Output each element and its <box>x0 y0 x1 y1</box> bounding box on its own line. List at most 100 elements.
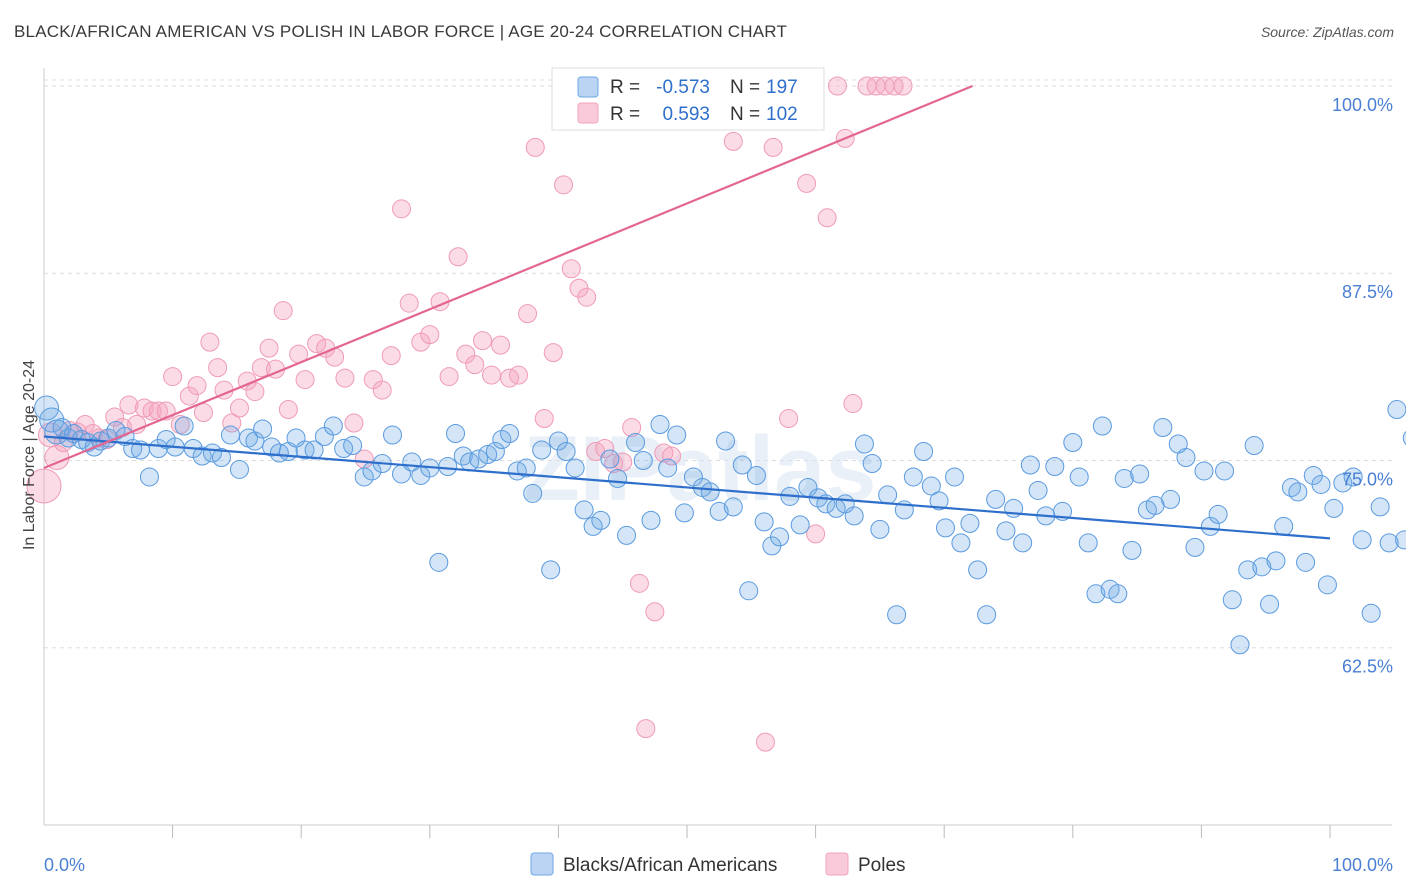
stats-blue-n-label: N = <box>730 77 760 98</box>
poles-point <box>273 301 293 321</box>
legend-pink-label: Poles <box>858 855 906 876</box>
poles-point <box>525 137 545 157</box>
blacks-point <box>1266 551 1286 571</box>
poles-point <box>307 334 327 354</box>
blacks-point <box>608 468 628 488</box>
blacks-point <box>977 605 997 625</box>
poles-point <box>163 367 183 387</box>
poles-point <box>193 403 213 423</box>
y-tick-label: 75.0% <box>1342 469 1393 489</box>
poles-point <box>465 355 485 375</box>
blacks-point <box>929 491 949 511</box>
blacks-point <box>516 458 536 478</box>
blacks-point <box>1028 480 1048 500</box>
blacks-point <box>658 458 678 478</box>
blacks-point <box>1161 489 1181 509</box>
blacks-point <box>626 433 646 453</box>
blacks-point <box>1260 594 1280 614</box>
blacks-point <box>1238 560 1258 580</box>
blacks-point <box>229 459 249 479</box>
blacks-point <box>1317 575 1337 595</box>
source-note: Source: ZipAtlas.com <box>1260 24 1394 40</box>
poles-point <box>595 438 615 458</box>
stats-pink-r-value: 0.593 <box>662 104 710 125</box>
poles-point <box>372 380 392 400</box>
poles-point <box>561 259 581 279</box>
blacks-point <box>854 434 874 454</box>
blacks-point <box>523 483 543 503</box>
y-tick-label: 87.5% <box>1342 282 1393 302</box>
poles-point <box>251 358 271 378</box>
poles-point <box>229 398 249 418</box>
poles-point <box>723 131 743 151</box>
blacks-point <box>667 425 687 445</box>
legend-blue-swatch <box>530 852 554 876</box>
blacks-point <box>960 513 980 533</box>
blacks-point <box>1176 447 1196 467</box>
blacks-point <box>754 512 774 532</box>
y-tick-label: 100.0% <box>1332 95 1393 115</box>
legend-blue-label: Blacks/African Americans <box>563 855 777 876</box>
poles-point <box>295 370 315 390</box>
blacks-point <box>1153 418 1173 438</box>
poles-point <box>439 367 459 387</box>
blacks-point <box>996 521 1016 541</box>
stats-pink-swatch <box>577 102 599 124</box>
blacks-point <box>968 560 988 580</box>
stats-pink-r-label: R = <box>610 104 640 125</box>
blacks-point <box>986 489 1006 509</box>
poles-point <box>827 76 847 96</box>
poles-point <box>806 524 826 544</box>
blacks-point <box>492 430 512 450</box>
grid-layer <box>44 79 1392 649</box>
blacks-point <box>903 467 923 487</box>
blacks-point <box>700 482 720 502</box>
blacks-point <box>323 416 343 436</box>
blacks-point <box>1092 416 1112 436</box>
blacks-point <box>878 485 898 505</box>
blacks-point <box>383 425 403 445</box>
blacks-point <box>1069 467 1089 487</box>
blacks-point <box>1215 461 1235 481</box>
blacks-point <box>532 440 552 460</box>
blacks-point <box>732 455 752 475</box>
series-legend: Blacks/African Americans Poles <box>530 852 906 876</box>
blacks-point <box>1311 474 1331 494</box>
poles-point <box>105 407 125 427</box>
blacks-point <box>1244 435 1264 455</box>
blacks-trend-line <box>43 435 1331 540</box>
blacks-point <box>862 453 882 473</box>
blacks-point <box>1063 433 1083 453</box>
blacks-point <box>1395 530 1406 550</box>
blacks-point <box>1370 497 1390 517</box>
blacks-point <box>429 552 449 572</box>
stats-blue-r-label: R = <box>610 77 640 98</box>
blacks-point <box>485 441 505 461</box>
blacks-point <box>641 510 661 530</box>
blacks-point <box>438 456 458 476</box>
poles-point <box>509 365 529 385</box>
blacks-point <box>354 467 374 487</box>
x-tick-label-max: 100.0% <box>1332 855 1393 875</box>
blacks-point <box>1387 400 1406 420</box>
poles-trend-line <box>43 84 973 469</box>
blacks-point <box>1208 504 1228 524</box>
poles-point <box>245 382 265 402</box>
blacks-point <box>174 416 194 436</box>
poles-point <box>629 573 649 593</box>
blacks-point <box>944 467 964 487</box>
blacks-point <box>34 395 60 421</box>
blacks-point <box>716 431 736 451</box>
blacks-point <box>565 458 585 478</box>
blacks-point <box>478 444 498 464</box>
blacks-point <box>674 503 694 523</box>
poles-point <box>645 602 665 622</box>
blacks-point <box>951 533 971 553</box>
poles-point <box>662 446 682 466</box>
blacks-point <box>1122 540 1142 560</box>
poles-point <box>554 175 574 195</box>
blacks-point <box>52 418 72 438</box>
blacks-point <box>253 419 273 439</box>
poles-point <box>491 335 511 355</box>
poles-point <box>119 395 139 415</box>
